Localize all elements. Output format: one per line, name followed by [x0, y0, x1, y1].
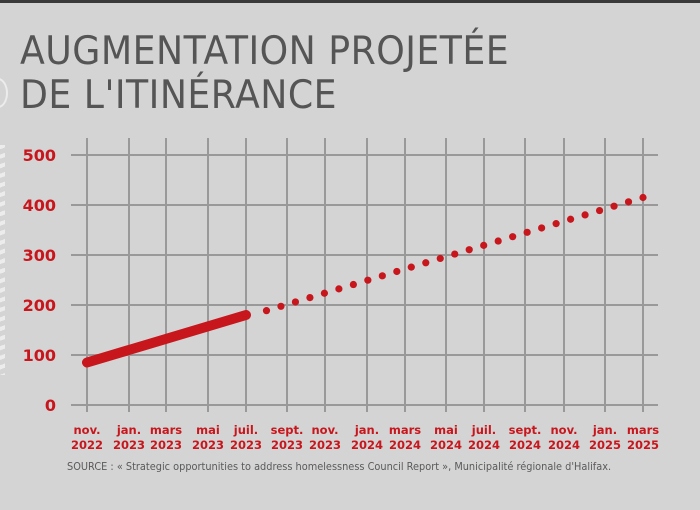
x-tick-year: 2025: [627, 438, 659, 452]
y-tick-label: 400: [23, 196, 56, 215]
series-line-actual: [82, 310, 251, 368]
series-dot-projected: [349, 280, 357, 289]
x-tick-month: jan.: [116, 423, 141, 437]
x-tick-month: mai: [434, 423, 458, 437]
series-dot-projected: [523, 228, 531, 236]
series-dot-projected: [639, 193, 647, 202]
x-tick-month: nov.: [311, 423, 338, 437]
series-dot-projected: [277, 302, 285, 310]
top-border: [0, 0, 700, 3]
y-axis: 0 100 200 300 400 500: [23, 146, 56, 415]
series-dot-projected: [595, 206, 604, 215]
series-dot-projected: [566, 215, 575, 223]
x-tick-year: 2024: [351, 438, 383, 452]
chart-title-line-1: AUGMENTATION PROJETÉE: [20, 29, 510, 74]
chart-title: AUGMENTATION PROJETÉE DE L'ITINÉRANCE: [20, 30, 509, 118]
decorative-stripes: [0, 145, 5, 375]
x-tick-month: mai: [196, 423, 220, 437]
chart-title-line-2: DE L'ITINÉRANCE: [20, 73, 338, 118]
x-tick-month: nov.: [550, 423, 577, 437]
series-dot-projected: [262, 307, 271, 315]
series-dot-projected: [291, 298, 300, 306]
series-dot-projected: [624, 198, 633, 206]
x-tick-month: juil.: [471, 423, 496, 437]
x-tick-month: sept.: [271, 423, 304, 437]
x-tick-month: jan.: [354, 423, 379, 437]
x-axis: nov.2022jan.2023mars2023mai2023juil.2023…: [71, 423, 659, 452]
x-tick-year: 2024: [430, 438, 462, 452]
series-dot-projected: [364, 276, 372, 284]
series-dot-projected: [538, 224, 546, 232]
series-dot-projected: [335, 285, 343, 293]
y-tick-label: 500: [23, 146, 56, 165]
series-dot-projected: [436, 254, 444, 263]
y-tick-label: 200: [23, 296, 56, 315]
x-tick-month: nov.: [73, 423, 100, 437]
series-dot-projected: [480, 241, 488, 249]
series-dot-projected: [509, 233, 517, 241]
series-dot-projected: [610, 202, 618, 210]
chart-series: [82, 193, 647, 368]
series-dot-projected: [552, 220, 560, 228]
x-tick-year: 2022: [71, 438, 103, 452]
x-tick-year: 2024: [468, 438, 500, 452]
series-dot-projected: [378, 272, 386, 280]
series-dot-projected: [581, 211, 589, 219]
y-tick-label: 0: [45, 396, 56, 415]
x-tick-year: 2025: [589, 438, 621, 452]
series-dot-projected: [422, 259, 430, 267]
x-tick-month: mars: [150, 423, 182, 437]
x-tick-month: mars: [627, 423, 659, 437]
series-dot-projected: [465, 246, 473, 254]
source-note: SOURCE : « Strategic opportunities to ad…: [67, 461, 612, 473]
y-tick-label: 300: [23, 246, 56, 265]
x-tick-year: 2023: [230, 438, 262, 452]
x-tick-year: 2024: [389, 438, 421, 452]
x-tick-year: 2023: [150, 438, 182, 452]
series-dot-projected: [407, 263, 415, 271]
chart-grid: [71, 138, 658, 412]
x-tick-year: 2023: [309, 438, 341, 452]
series-dot-projected: [393, 267, 401, 276]
x-tick-month: mars: [389, 423, 421, 437]
series-dot-projected: [451, 250, 459, 258]
y-tick-label: 100: [23, 346, 56, 365]
x-tick-year: 2024: [509, 438, 541, 452]
x-tick-year: 2024: [548, 438, 580, 452]
x-tick-year: 2023: [113, 438, 145, 452]
x-tick-month: jan.: [592, 423, 617, 437]
series-dot-projected: [306, 293, 314, 302]
x-tick-month: sept.: [509, 423, 542, 437]
x-tick-year: 2023: [271, 438, 303, 452]
x-tick-month: juil.: [233, 423, 258, 437]
series-dot-projected: [494, 237, 502, 245]
series-dot-projected: [320, 289, 329, 297]
x-tick-year: 2023: [192, 438, 224, 452]
